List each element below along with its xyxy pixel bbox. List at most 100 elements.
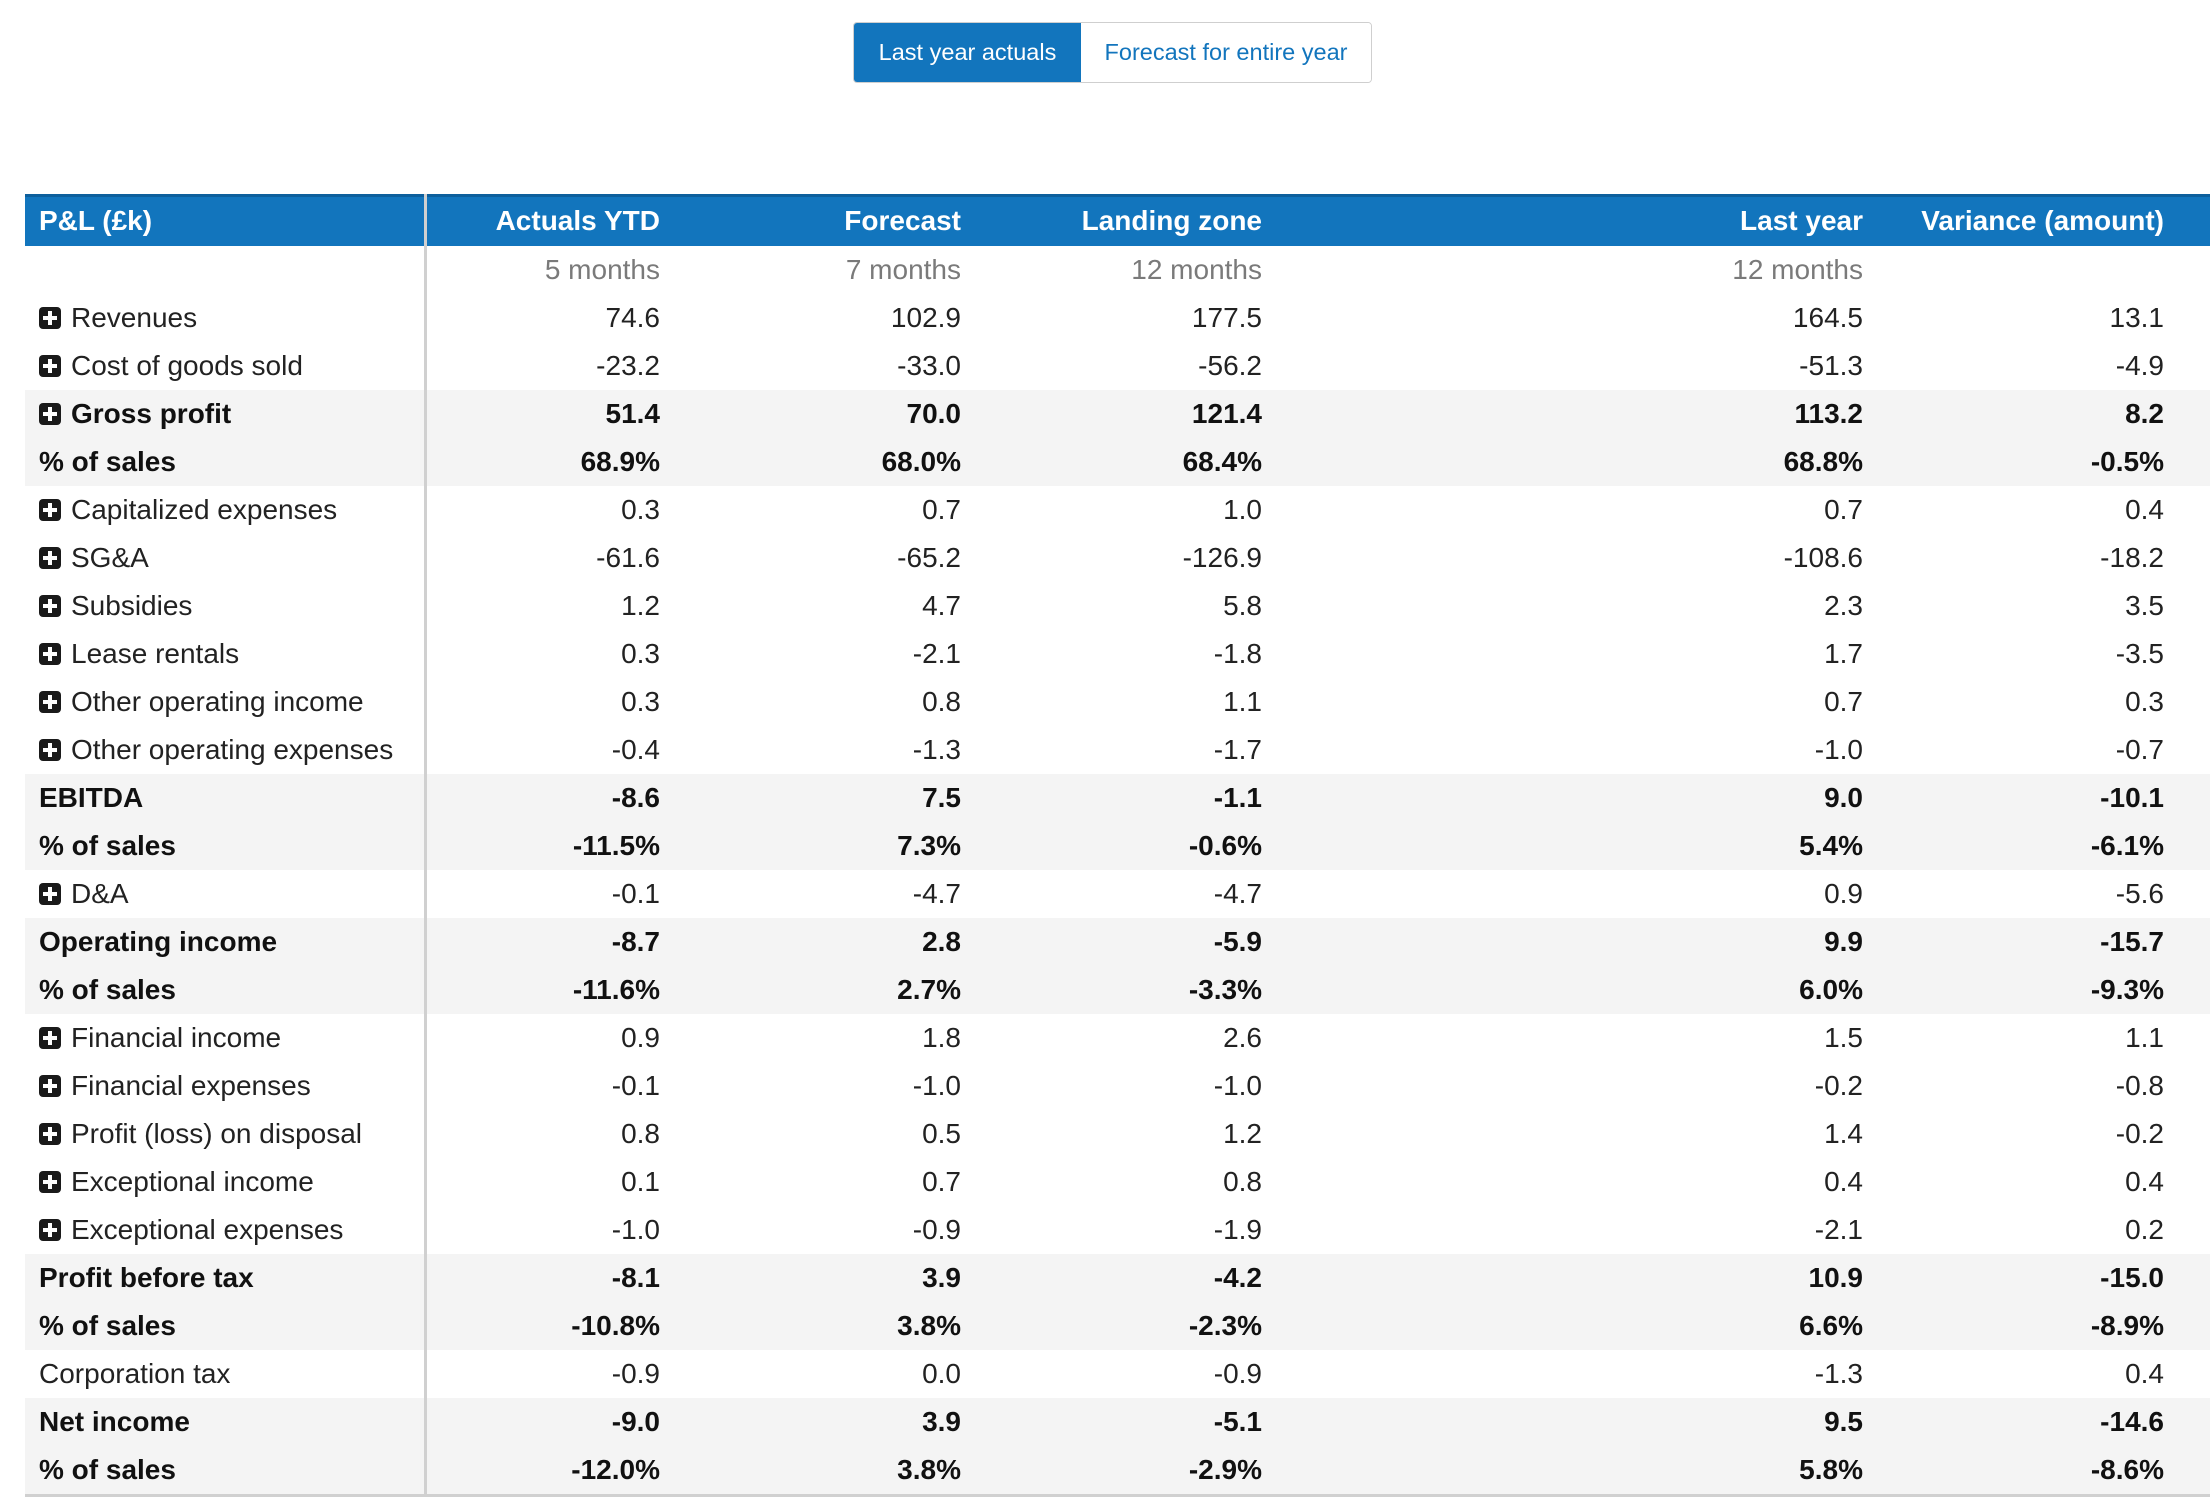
plus-square-icon[interactable]	[39, 1219, 61, 1241]
cell-last-year: 164.5	[1792, 302, 1863, 333]
forecast-entire-year-button[interactable]: Forecast for entire year	[1081, 23, 1371, 82]
row-label: Lease rentals	[25, 630, 427, 678]
table-row[interactable]: Other operating income 0.3 0.8 1.1 0.7 0.3	[25, 678, 2210, 726]
row-label-text: Other operating income	[71, 686, 364, 717]
row-label-text: Exceptional expenses	[71, 1214, 344, 1245]
plus-square-icon[interactable]	[39, 403, 61, 425]
row-label-text: Profit (loss) on disposal	[71, 1118, 363, 1149]
table-row[interactable]: Exceptional expenses -1.0 -0.9 -1.9 -2.1 0.2	[25, 1206, 2210, 1254]
cell-spacer	[1262, 1446, 1562, 1497]
table-row[interactable]: Lease rentals 0.3 -2.1 -1.8 1.7 -3.5	[25, 630, 2210, 678]
table-row[interactable]: Capitalized expenses 0.3 0.7 1.0 0.7 0.4	[25, 486, 2210, 534]
cell-landing: -126.9	[1182, 542, 1262, 573]
header-variance: Variance (amount)	[1863, 194, 2164, 246]
cell-forecast: 1.8	[922, 1022, 961, 1053]
table-row[interactable]: Financial income 0.9 1.8 2.6 1.5 1.1	[25, 1014, 2210, 1062]
cell-forecast: 2.8	[660, 918, 961, 966]
table-row[interactable]: Financial expenses -0.1 -1.0 -1.0 -0.2 -0.8	[25, 1062, 2210, 1110]
cell-landing: 1.2	[1223, 1118, 1262, 1149]
cell-actuals: -0.9	[611, 1358, 660, 1389]
plus-square-icon[interactable]	[39, 355, 61, 377]
cell-landing: -1.1	[961, 774, 1262, 822]
cell-variance: -6.1%	[1863, 822, 2164, 870]
subheader-landing: 12 months	[1131, 254, 1262, 285]
table-row[interactable]: Profit (loss) on disposal 0.8 0.5 1.2 1.4 -0.…	[25, 1110, 2210, 1158]
cell-end	[2164, 678, 2210, 726]
cell-spacer	[1262, 726, 1562, 774]
cell-variance: 0.2	[2125, 1214, 2164, 1245]
cell-spacer	[1262, 630, 1562, 678]
cell-forecast: 4.7	[922, 590, 961, 621]
plus-square-icon[interactable]	[39, 1171, 61, 1193]
plus-square-icon[interactable]	[39, 1075, 61, 1097]
plus-square-icon[interactable]	[39, 307, 61, 329]
cell-actuals: -8.6	[425, 774, 660, 822]
table-row[interactable]: Subsidies 1.2 4.7 5.8 2.3 3.5	[25, 582, 2210, 630]
table-row[interactable]: Gross profit 51.4 70.0 121.4 113.2 8.2	[25, 390, 2210, 438]
plus-square-icon[interactable]	[39, 1123, 61, 1145]
row-label-text: Lease rentals	[71, 638, 240, 669]
table-body: Revenues 74.6 102.9 177.5 164.5 13.1 Cost of g…	[25, 294, 2210, 1497]
cell-variance: -8.9%	[1863, 1302, 2164, 1350]
row-label-text: Capitalized expenses	[71, 494, 338, 525]
cell-actuals: -23.2	[596, 350, 660, 381]
cell-spacer	[1262, 918, 1562, 966]
cell-actuals: -11.5%	[425, 822, 660, 870]
cell-actuals: -10.8%	[425, 1302, 660, 1350]
cell-actuals: 0.3	[621, 638, 660, 669]
cell-end	[2164, 1206, 2210, 1254]
cell-actuals: 74.6	[605, 302, 661, 333]
plus-square-icon[interactable]	[39, 883, 61, 905]
plus-square-icon[interactable]	[39, 595, 61, 617]
table-row[interactable]: Exceptional income 0.1 0.7 0.8 0.4 0.4	[25, 1158, 2210, 1206]
cell-landing: 177.5	[1191, 302, 1262, 333]
table-row[interactable]: D&A -0.1 -4.7 -4.7 0.9 -5.6	[25, 870, 2210, 918]
cell-landing: -2.3%	[961, 1302, 1262, 1350]
row-label: EBITDA	[25, 774, 427, 822]
table-row[interactable]: SG&A -61.6 -65.2 -126.9 -108.6 -18.2	[25, 534, 2210, 582]
cell-spacer	[1262, 438, 1562, 486]
last-year-actuals-button[interactable]: Last year actuals	[854, 23, 1081, 82]
cell-spacer	[1262, 1350, 1562, 1398]
cell-last-year: 1.7	[1824, 638, 1863, 669]
plus-square-icon[interactable]	[39, 643, 61, 665]
subheader-spacer	[1262, 246, 1562, 295]
cell-landing: 5.8	[1223, 590, 1262, 621]
plus-square-icon[interactable]	[39, 547, 61, 569]
cell-variance: -0.7	[2115, 734, 2164, 765]
cell-variance: -15.0	[1863, 1254, 2164, 1302]
row-label-text: Other operating expenses	[71, 734, 394, 765]
row-label: Profit before tax	[25, 1254, 427, 1302]
cell-end	[2164, 630, 2210, 678]
table-subheader-row: 5 months 7 months 12 months 12 months	[25, 245, 2210, 295]
table-row[interactable]: Other operating expenses -0.4 -1.3 -1.7 -1.0…	[25, 726, 2210, 774]
cell-landing: -4.2	[961, 1254, 1262, 1302]
plus-square-icon[interactable]	[39, 499, 61, 521]
row-label-text: Gross profit	[71, 398, 232, 429]
cell-landing: 68.4%	[961, 438, 1262, 486]
cell-landing: -0.9	[1213, 1358, 1262, 1389]
cell-forecast: 2.7%	[660, 966, 961, 1014]
cell-end	[2164, 1446, 2210, 1497]
plus-square-icon[interactable]	[39, 1027, 61, 1049]
table-row[interactable]: Revenues 74.6 102.9 177.5 164.5 13.1	[25, 294, 2210, 342]
cell-landing: 2.6	[1223, 1022, 1262, 1053]
table-row: % of sales -12.0% 3.8% -2.9% 5.8% -8.6%	[25, 1446, 2210, 1497]
plus-square-icon[interactable]	[39, 739, 61, 761]
cell-end	[2164, 1302, 2210, 1350]
table-row: % of sales -11.6% 2.7% -3.3% 6.0% -9.3%	[25, 966, 2210, 1014]
cell-landing: 121.4	[961, 390, 1262, 438]
cell-last-year: 113.2	[1562, 390, 1863, 438]
cell-spacer	[1262, 582, 1562, 630]
table-row: % of sales 68.9% 68.0% 68.4% 68.8% -0.5%	[25, 438, 2210, 486]
cell-end	[2164, 438, 2210, 486]
plus-square-icon[interactable]	[39, 691, 61, 713]
header-forecast: Forecast	[660, 194, 961, 246]
pl-table: P&L (£k) Actuals YTD Forecast Landing zo…	[25, 194, 2210, 1497]
row-label: Financial income	[25, 1014, 427, 1062]
cell-variance: -3.5	[2115, 638, 2164, 669]
cell-variance: -10.1	[1863, 774, 2164, 822]
cell-forecast: -65.2	[897, 542, 961, 573]
cell-variance: 0.4	[2125, 1166, 2164, 1197]
table-row[interactable]: Cost of goods sold -23.2 -33.0 -56.2 -51.3 -4…	[25, 342, 2210, 390]
